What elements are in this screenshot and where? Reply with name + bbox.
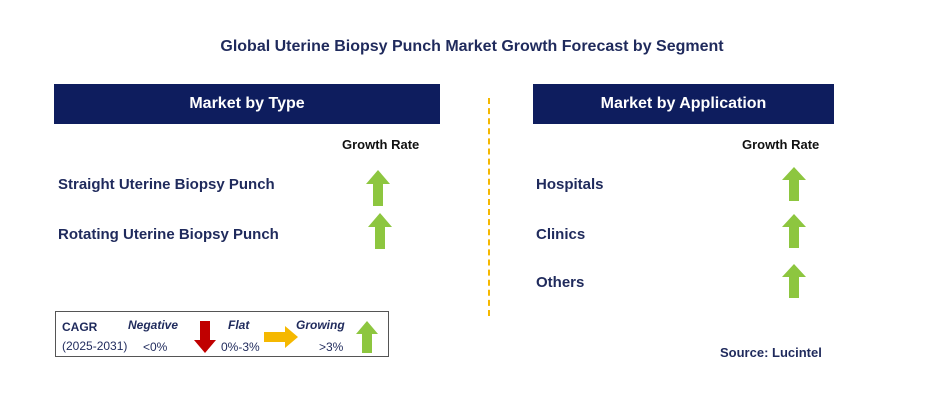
- up-arrow-icon: [782, 214, 806, 248]
- type-row-label: Rotating Uterine Biopsy Punch: [58, 226, 279, 243]
- application-panel-header: Market by Application: [533, 84, 834, 124]
- legend-growing-range: >3%: [319, 340, 344, 354]
- legend-flat-label: Flat: [228, 318, 250, 332]
- cagr-legend: CAGR (2025-2031) Negative <0% Flat 0%-3%…: [55, 311, 389, 357]
- type-growth-rate-label: Growth Rate: [342, 137, 420, 152]
- down-arrow-icon: [194, 321, 216, 358]
- up-arrow-icon: [356, 321, 378, 358]
- source-credit: Source: Lucintel: [720, 345, 822, 360]
- legend-growing-label: Growing: [296, 318, 345, 332]
- application-growth-rate-label: Growth Rate: [742, 137, 820, 152]
- right-arrow-icon: [264, 326, 298, 353]
- type-panel-header: Market by Type: [54, 84, 440, 124]
- page-title: Global Uterine Biopsy Punch Market Growt…: [220, 38, 724, 55]
- up-arrow-icon: [782, 167, 806, 201]
- panel-divider: [488, 98, 490, 316]
- application-row-label: Clinics: [536, 226, 586, 243]
- type-row-label: Straight Uterine Biopsy Punch: [58, 176, 275, 193]
- legend-cagr-label: CAGR: [62, 320, 98, 334]
- up-arrow-icon: [368, 213, 392, 249]
- legend-flat-range: 0%-3%: [221, 340, 260, 354]
- application-row-label: Others: [536, 274, 585, 291]
- up-arrow-icon: [366, 170, 390, 206]
- legend-negative-range: <0%: [143, 340, 168, 354]
- application-row-label: Hospitals: [536, 176, 604, 193]
- legend-negative-label: Negative: [128, 318, 179, 332]
- legend-period: (2025-2031): [62, 339, 128, 353]
- up-arrow-icon: [782, 264, 806, 298]
